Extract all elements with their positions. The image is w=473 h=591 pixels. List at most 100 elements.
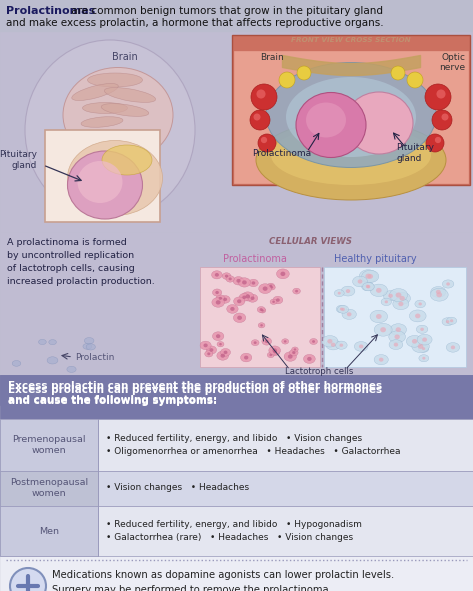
- Circle shape: [254, 113, 261, 121]
- Ellipse shape: [265, 340, 269, 343]
- Ellipse shape: [370, 310, 388, 323]
- Ellipse shape: [103, 153, 128, 183]
- Ellipse shape: [284, 352, 297, 361]
- Text: Pituitary
gland: Pituitary gland: [396, 143, 434, 163]
- Ellipse shape: [200, 341, 211, 350]
- Ellipse shape: [257, 307, 265, 313]
- Bar: [0, 419, 473, 471]
- Text: FRONT VIEW CROSS SECTION: FRONT VIEW CROSS SECTION: [291, 37, 411, 43]
- Ellipse shape: [216, 295, 225, 302]
- Ellipse shape: [359, 269, 377, 282]
- Bar: [0, 506, 98, 556]
- Ellipse shape: [237, 299, 241, 303]
- Text: Excess prolactin can prevent the production of other hormones: Excess prolactin can prevent the product…: [8, 381, 382, 391]
- Ellipse shape: [82, 102, 128, 113]
- Ellipse shape: [215, 291, 219, 294]
- Text: CELLULAR VIEWS: CELLULAR VIEWS: [269, 237, 351, 246]
- Ellipse shape: [450, 319, 453, 322]
- Bar: [0, 419, 98, 471]
- Ellipse shape: [272, 301, 275, 303]
- Ellipse shape: [260, 308, 263, 311]
- Ellipse shape: [446, 282, 450, 285]
- Ellipse shape: [338, 306, 349, 313]
- Ellipse shape: [394, 293, 411, 304]
- Ellipse shape: [376, 288, 382, 293]
- Ellipse shape: [38, 339, 46, 345]
- Ellipse shape: [254, 342, 257, 344]
- Ellipse shape: [220, 296, 230, 303]
- Ellipse shape: [436, 290, 441, 294]
- Ellipse shape: [224, 350, 228, 354]
- Ellipse shape: [25, 40, 195, 220]
- Ellipse shape: [354, 342, 368, 351]
- Ellipse shape: [419, 303, 422, 306]
- Ellipse shape: [417, 335, 432, 345]
- Ellipse shape: [259, 284, 272, 294]
- Ellipse shape: [379, 358, 384, 362]
- Ellipse shape: [326, 339, 341, 350]
- Ellipse shape: [217, 342, 224, 347]
- Ellipse shape: [102, 145, 152, 175]
- Ellipse shape: [358, 280, 362, 284]
- Ellipse shape: [244, 356, 248, 359]
- Ellipse shape: [359, 345, 363, 348]
- Ellipse shape: [72, 83, 118, 100]
- Ellipse shape: [273, 296, 283, 304]
- Ellipse shape: [389, 340, 403, 349]
- Ellipse shape: [393, 298, 409, 310]
- Ellipse shape: [442, 280, 454, 288]
- Ellipse shape: [380, 327, 386, 332]
- Text: and make excess prolactin, a hormone that affects reproductive organs.: and make excess prolactin, a hormone tha…: [6, 18, 384, 28]
- Text: Premenopausal
women: Premenopausal women: [12, 434, 86, 456]
- Text: Prolactin: Prolactin: [75, 352, 114, 362]
- Ellipse shape: [296, 93, 366, 157]
- Ellipse shape: [406, 336, 423, 347]
- Text: Healthy pituitary: Healthy pituitary: [333, 254, 416, 264]
- Text: Prolactinoma: Prolactinoma: [252, 148, 311, 157]
- Ellipse shape: [220, 349, 230, 356]
- Ellipse shape: [362, 270, 379, 282]
- Bar: [0, 506, 473, 556]
- Ellipse shape: [346, 289, 350, 293]
- Ellipse shape: [211, 271, 222, 279]
- Ellipse shape: [284, 340, 287, 343]
- Ellipse shape: [334, 290, 344, 297]
- Ellipse shape: [233, 277, 244, 285]
- Circle shape: [425, 84, 451, 110]
- Ellipse shape: [419, 355, 429, 362]
- Ellipse shape: [212, 289, 222, 296]
- Ellipse shape: [248, 279, 258, 287]
- Ellipse shape: [88, 73, 142, 87]
- Ellipse shape: [216, 335, 220, 338]
- Ellipse shape: [206, 346, 217, 354]
- Ellipse shape: [394, 335, 400, 339]
- Ellipse shape: [252, 281, 255, 285]
- Ellipse shape: [307, 357, 312, 361]
- Text: Lactotroph cells: Lactotroph cells: [285, 368, 353, 376]
- Ellipse shape: [418, 344, 423, 349]
- Ellipse shape: [212, 332, 224, 340]
- Bar: [0, 375, 473, 419]
- Ellipse shape: [451, 346, 455, 349]
- Ellipse shape: [233, 313, 246, 323]
- Text: • Reduced fertility, energy, and libido   • Hypogonadism
• Galactorrhea (rare)  : • Reduced fertility, energy, and libido …: [106, 520, 362, 542]
- Ellipse shape: [394, 343, 398, 346]
- Bar: [232, 35, 470, 185]
- Circle shape: [297, 66, 311, 80]
- Ellipse shape: [446, 320, 449, 323]
- Ellipse shape: [331, 343, 335, 347]
- Ellipse shape: [269, 346, 280, 355]
- Ellipse shape: [370, 284, 387, 297]
- Ellipse shape: [430, 288, 448, 301]
- Ellipse shape: [335, 341, 347, 349]
- Ellipse shape: [282, 339, 289, 344]
- Ellipse shape: [205, 350, 213, 357]
- Ellipse shape: [420, 327, 424, 331]
- Ellipse shape: [294, 348, 296, 350]
- Text: Brain: Brain: [112, 52, 138, 62]
- Ellipse shape: [342, 309, 357, 320]
- Ellipse shape: [105, 87, 156, 102]
- Ellipse shape: [322, 336, 338, 347]
- Ellipse shape: [271, 348, 280, 356]
- Ellipse shape: [286, 77, 416, 157]
